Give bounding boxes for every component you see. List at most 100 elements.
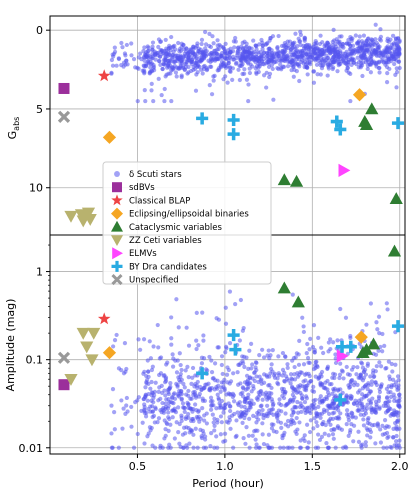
dscuti-point xyxy=(288,50,293,55)
dscuti-point xyxy=(112,410,117,415)
dscuti-point xyxy=(169,34,174,40)
dscuti-point xyxy=(377,65,382,71)
dscuti-point xyxy=(294,431,299,437)
dscuti-point xyxy=(301,379,306,384)
dscuti-point xyxy=(312,363,318,368)
dscuti-point xyxy=(247,348,252,353)
dscuti-point xyxy=(254,47,259,52)
dscuti-point xyxy=(227,55,232,60)
dscuti-point xyxy=(353,415,358,420)
dscuti-point xyxy=(318,394,323,399)
top-point-plus xyxy=(227,113,240,127)
dscuti-point xyxy=(378,27,383,32)
dscuti-point xyxy=(202,398,207,403)
dscuti-point xyxy=(179,367,184,373)
dscuti-point xyxy=(340,369,345,374)
dscuti-point xyxy=(211,420,216,425)
dscuti-point xyxy=(254,374,259,379)
dscuti-point xyxy=(321,385,326,390)
dscuti-point xyxy=(326,411,332,417)
dscuti-point xyxy=(368,70,373,75)
dscuti-point xyxy=(153,405,158,410)
dscuti-point xyxy=(355,390,361,395)
dscuti-point xyxy=(140,420,145,425)
dscuti-point xyxy=(170,415,175,420)
dscuti-point xyxy=(301,61,306,66)
dscuti-point xyxy=(199,57,205,62)
bottom-point-star xyxy=(97,312,111,325)
dscuti-point xyxy=(162,373,167,378)
dscuti-point xyxy=(334,415,339,421)
dscuti-point xyxy=(116,445,121,450)
dscuti-point xyxy=(392,398,397,403)
dscuti-point xyxy=(318,415,323,420)
dscuti-point xyxy=(163,48,169,53)
dscuti-point xyxy=(384,445,389,450)
dscuti-point xyxy=(181,381,186,386)
dscuti-point xyxy=(397,398,402,404)
dscuti-point xyxy=(214,50,219,56)
dscuti-point xyxy=(355,55,360,60)
dscuti-point xyxy=(247,416,252,421)
dscuti-point xyxy=(173,70,179,75)
bottom-point-square xyxy=(58,379,70,391)
dscuti-point xyxy=(209,403,215,408)
dscuti-point xyxy=(215,345,220,350)
dscuti-point xyxy=(224,346,229,351)
dscuti-point xyxy=(158,355,164,360)
dscuti-point xyxy=(186,343,192,348)
dscuti-point xyxy=(171,408,176,413)
dscuti-point xyxy=(124,58,129,63)
dscuti-point xyxy=(298,383,303,388)
dscuti-point xyxy=(356,429,361,434)
dscuti-point xyxy=(109,403,114,408)
dscuti-point xyxy=(150,47,155,52)
dscuti-point xyxy=(196,343,201,348)
dscuti-point xyxy=(297,78,302,84)
dscuti-point xyxy=(110,63,116,68)
bottom-x-tick-label: 0.5 xyxy=(129,460,147,473)
dscuti-point xyxy=(280,50,286,55)
dscuti-point xyxy=(396,59,401,65)
dscuti-point xyxy=(267,74,272,80)
dscuti-point xyxy=(343,315,349,320)
dscuti-point xyxy=(374,364,379,369)
dscuti-point xyxy=(176,40,181,46)
top-point-diamond xyxy=(352,88,367,102)
dscuti-point xyxy=(308,336,313,341)
dscuti-point xyxy=(256,58,261,63)
dscuti-point xyxy=(247,46,252,51)
dscuti-point xyxy=(358,412,363,417)
dscuti-point xyxy=(363,440,368,445)
dscuti-point xyxy=(280,367,286,372)
dscuti-point xyxy=(334,54,339,59)
dscuti-point xyxy=(307,405,312,410)
dscuti-point xyxy=(193,426,198,431)
dscuti-point xyxy=(199,41,204,47)
dscuti-point xyxy=(389,383,394,388)
dscuti-point xyxy=(372,374,377,379)
dscuti-point xyxy=(185,445,190,450)
dscuti-point xyxy=(373,22,378,27)
dscuti-point xyxy=(230,391,236,396)
dscuti-point xyxy=(153,445,158,450)
bottom-point-plus xyxy=(334,393,347,406)
dscuti-point xyxy=(357,49,362,54)
bottom-point-x xyxy=(57,351,71,364)
dscuti-point xyxy=(222,64,227,69)
dscuti-point xyxy=(207,354,212,360)
legend-label: δ Scuti stars xyxy=(129,170,182,180)
dscuti-point xyxy=(311,389,317,394)
dscuti-point xyxy=(270,66,275,72)
dscuti-point xyxy=(109,445,115,450)
dscuti-point xyxy=(276,354,281,359)
dscuti-point xyxy=(149,68,154,74)
dscuti-point xyxy=(387,399,392,404)
dscuti-point xyxy=(169,98,174,104)
dscuti-point xyxy=(301,329,306,335)
dscuti-point xyxy=(384,301,389,306)
dscuti-point xyxy=(360,73,365,79)
dscuti-point xyxy=(299,370,304,375)
dscuti-point xyxy=(384,60,389,65)
top-y-tick-label: 5 xyxy=(36,103,43,116)
